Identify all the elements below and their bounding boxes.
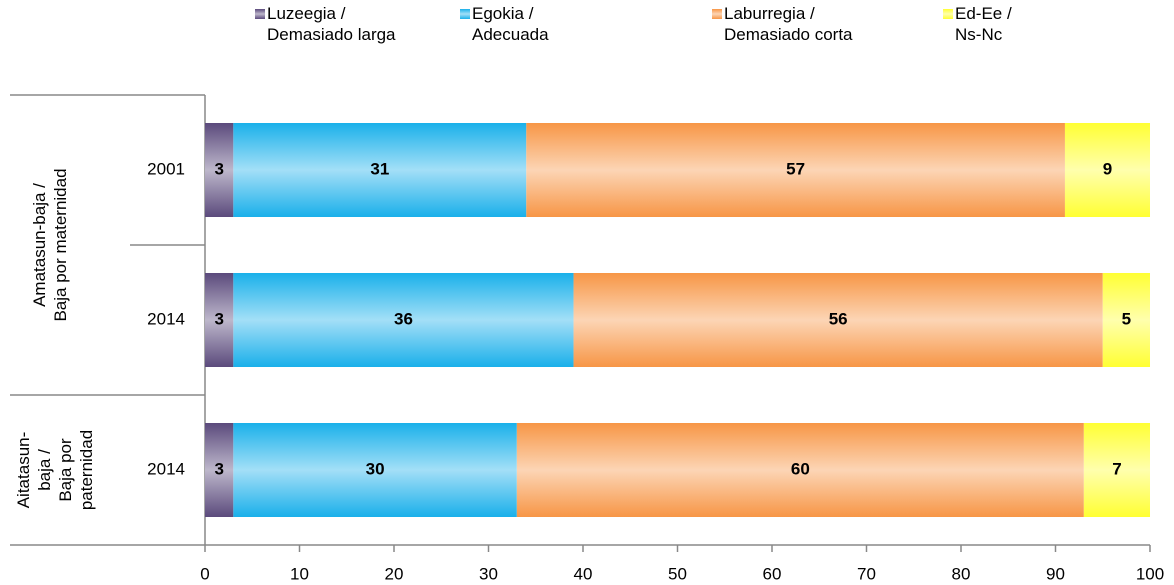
bar-segment bbox=[1102, 273, 1150, 367]
legend-swatch bbox=[943, 9, 953, 19]
value-label: 56 bbox=[829, 309, 848, 328]
legend-swatch bbox=[460, 9, 470, 19]
bar-segment bbox=[1083, 423, 1150, 517]
value-label: 3 bbox=[214, 159, 223, 178]
legend-swatch bbox=[712, 9, 722, 19]
legend-label: Luzeegia / Demasiado larga bbox=[267, 4, 396, 44]
bar-segment bbox=[573, 273, 1103, 367]
value-label: 3 bbox=[214, 309, 223, 328]
value-label: 60 bbox=[791, 459, 810, 478]
bar-segment bbox=[516, 423, 1084, 517]
legend-label: Laburregia / Demasiado corta bbox=[724, 4, 853, 44]
bar-segment bbox=[526, 123, 1065, 217]
group-label: Amatasun-baja / Baja por maternidad bbox=[30, 168, 70, 322]
value-label: 9 bbox=[1103, 159, 1112, 178]
bar-segment bbox=[233, 423, 517, 517]
value-label: 30 bbox=[366, 459, 385, 478]
x-tick-label: 60 bbox=[763, 564, 782, 583]
bar-segment bbox=[233, 273, 574, 367]
value-label: 57 bbox=[786, 159, 805, 178]
x-tick-label: 10 bbox=[290, 564, 309, 583]
bar-segment bbox=[233, 123, 527, 217]
legend-label: Egokia / Adecuada bbox=[472, 4, 549, 44]
y-tick-label: 2014 bbox=[147, 459, 185, 478]
value-label: 3 bbox=[214, 459, 223, 478]
group-label: Aitatasun- baja / Baja por paternidad bbox=[14, 429, 96, 511]
x-tick-label: 30 bbox=[479, 564, 498, 583]
legend-swatch bbox=[255, 9, 265, 19]
bar-segment bbox=[205, 273, 234, 367]
value-label: 5 bbox=[1122, 309, 1131, 328]
y-tick-label: 2001 bbox=[147, 159, 185, 178]
value-label: 31 bbox=[370, 159, 389, 178]
value-label: 7 bbox=[1112, 459, 1121, 478]
x-tick-label: 70 bbox=[857, 564, 876, 583]
x-tick-label: 90 bbox=[1046, 564, 1065, 583]
x-tick-label: 20 bbox=[385, 564, 404, 583]
bar-segment bbox=[205, 423, 234, 517]
bar-segment bbox=[1064, 123, 1150, 217]
legend-label: Ed-Ee / Ns-Nc bbox=[955, 4, 1012, 44]
x-tick-label: 0 bbox=[200, 564, 209, 583]
bar-segment bbox=[205, 123, 234, 217]
x-tick-label: 50 bbox=[668, 564, 687, 583]
x-tick-label: 100 bbox=[1136, 564, 1164, 583]
value-label: 36 bbox=[394, 309, 413, 328]
y-tick-label: 2014 bbox=[147, 309, 185, 328]
x-tick-label: 80 bbox=[952, 564, 971, 583]
x-tick-label: 40 bbox=[574, 564, 593, 583]
